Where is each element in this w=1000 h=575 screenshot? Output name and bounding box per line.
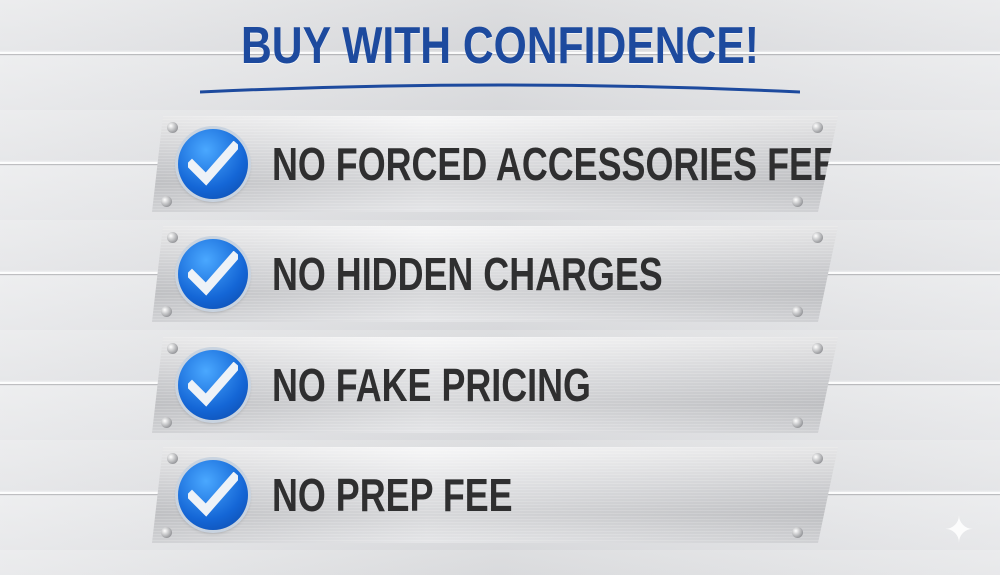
screw-icon (167, 122, 178, 133)
sparkle-icon: ✦ (943, 509, 974, 550)
feature-plate: NO FAKE PRICING (152, 337, 838, 433)
screw-icon (792, 417, 803, 428)
checkmark-icon (178, 239, 248, 309)
feature-label: NO FORCED ACCESSORIES FEES (272, 138, 861, 190)
screw-icon (812, 343, 823, 354)
screw-icon (161, 527, 172, 538)
feature-label: NO FAKE PRICING (272, 359, 591, 411)
feature-label: NO HIDDEN CHARGES (272, 248, 663, 300)
screw-icon (167, 453, 178, 464)
screw-icon (161, 196, 172, 207)
screw-icon (167, 343, 178, 354)
screw-icon (161, 417, 172, 428)
checkmark-icon (178, 350, 248, 420)
feature-plate: NO PREP FEE (152, 447, 838, 543)
checkmark-icon (178, 460, 248, 530)
screw-icon (812, 232, 823, 243)
screw-icon (167, 232, 178, 243)
checkmark-icon (178, 129, 248, 199)
screw-icon (792, 196, 803, 207)
screw-icon (812, 122, 823, 133)
screw-icon (812, 453, 823, 464)
page-title: BUY WITH CONFIDENCE! (240, 17, 759, 75)
feature-plate: NO HIDDEN CHARGES (152, 226, 838, 322)
screw-icon (161, 306, 172, 317)
screw-icon (792, 306, 803, 317)
feature-label: NO PREP FEE (272, 469, 513, 521)
screw-icon (792, 527, 803, 538)
title-underline (200, 83, 800, 94)
feature-plate: NO FORCED ACCESSORIES FEES (152, 116, 838, 212)
